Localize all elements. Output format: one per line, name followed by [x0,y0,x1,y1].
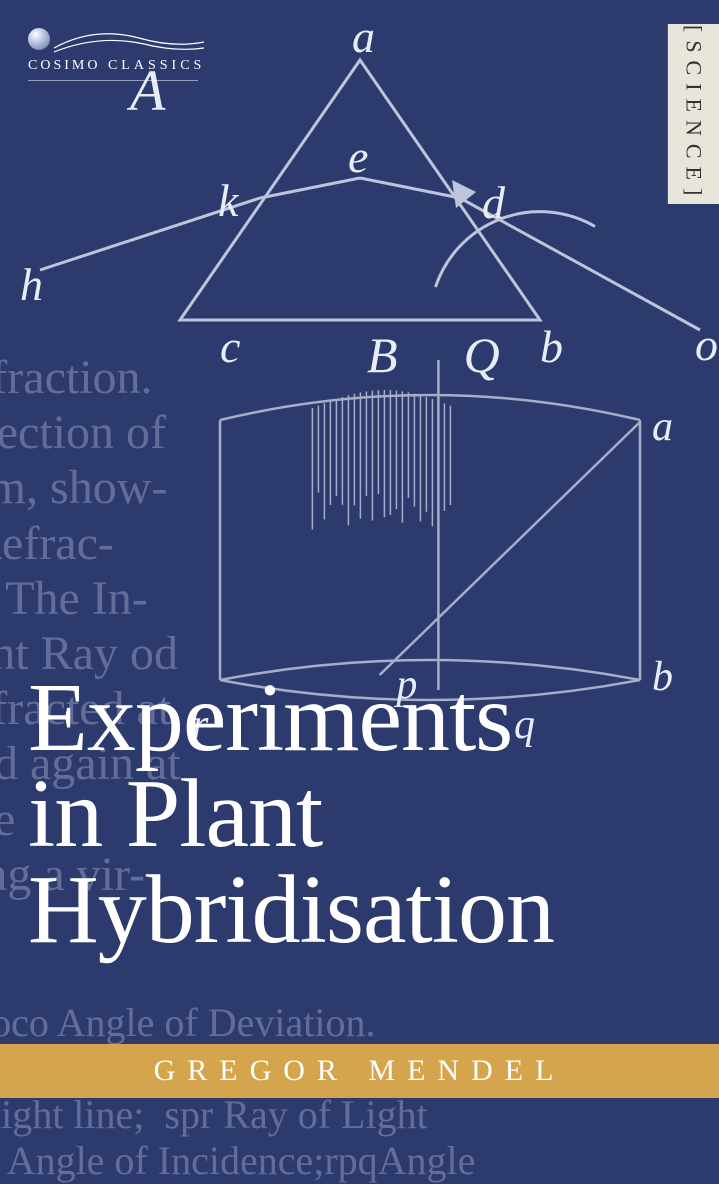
title-line3: Hybridisation [28,856,554,964]
title-line1: Experiments [28,664,512,772]
category-label: [SCIENCE] [681,25,707,203]
logo-underline [28,80,198,81]
book-title: Experiments in Plant Hybridisation [28,670,679,958]
publisher-name: COSIMO CLASSICS [28,58,205,74]
publisher-logo: COSIMO CLASSICS [28,28,205,81]
logo-swoosh-icon [54,28,204,56]
category-tab: [SCIENCE] [667,24,719,204]
logo-mark [28,28,205,56]
logo-orb-icon [28,28,50,50]
author-name: GREGOR MENDEL [154,1054,566,1088]
publisher-word2: CLASSICS [108,58,205,73]
background-texture: efraction. Section of sm, show- Refrac- … [0,0,719,1184]
title-line2: in Plant [28,760,322,868]
title-block: Experiments in Plant Hybridisation [28,670,679,958]
publisher-word1: COSIMO [28,58,100,73]
book-cover: efraction. Section of sm, show- Refrac- … [0,0,719,1184]
author-band: GREGOR MENDEL [0,1044,719,1098]
